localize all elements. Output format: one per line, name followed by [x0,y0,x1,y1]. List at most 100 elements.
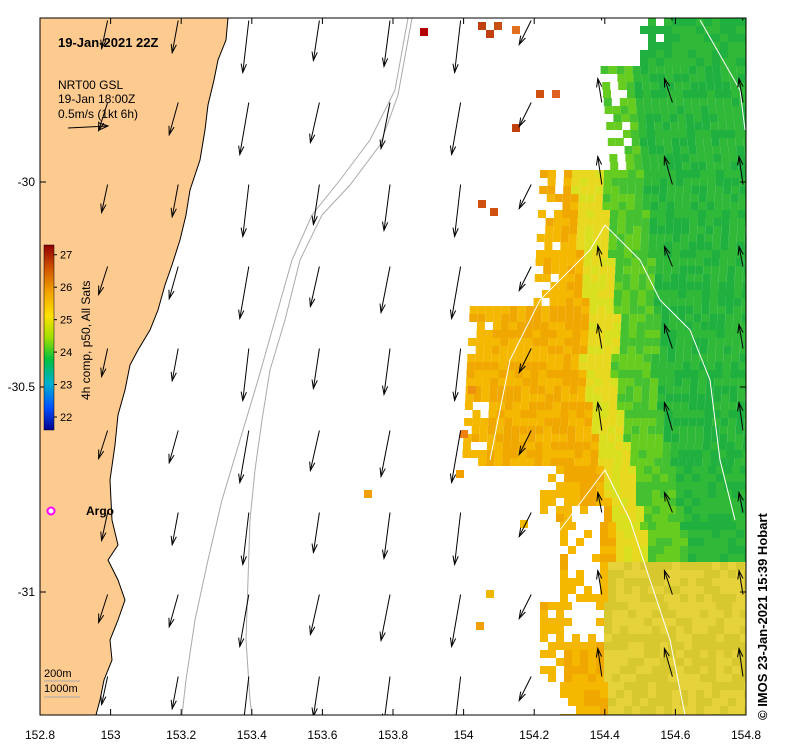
sst-cell [720,410,729,418]
sst-cell [590,290,598,298]
sst-cell [462,442,471,450]
sst-cell [676,626,684,634]
sst-cell [658,202,667,210]
sst-cell [618,362,627,370]
sst-cell [712,698,720,706]
sst-cell [668,474,676,482]
current-arrow [451,266,462,319]
sst-cell [658,162,667,170]
sst-cell [667,186,676,194]
sst-cell [650,378,659,386]
sst-cell [600,586,608,594]
sst-cell [522,370,531,378]
sst-cell [736,66,745,74]
sst-cell [679,426,688,434]
sst-cell [709,298,718,306]
sst-cell [716,618,724,626]
sst-cell [566,282,575,290]
sst-cell [700,618,708,626]
sst-cell [626,210,634,218]
sst-cell [510,450,519,458]
sst-cell [600,242,609,250]
sst-cell [704,562,712,570]
sst-cell [505,386,514,394]
sst-cell [700,602,708,610]
sst-cell [561,226,570,234]
sst-cell [589,314,598,322]
sst-cell [714,202,723,210]
sst-cell [494,22,502,30]
sst-cell [656,546,664,554]
sst-cell [696,690,704,698]
sst-cell [668,322,677,330]
sst-cell [576,578,584,586]
sst-cell [652,466,660,474]
sst-cell [663,258,672,266]
current-arrow [454,512,462,565]
sst-cell [569,218,578,226]
sst-cell [651,178,660,186]
sst-cell [672,546,680,554]
sst-cell [704,250,712,258]
sst-cell [640,570,648,578]
sst-cell [716,658,724,666]
sst-cell [639,434,648,442]
sst-cell [573,314,582,322]
sst-cell [712,50,720,58]
current-arrowhead [452,63,459,75]
sst-cell [641,218,650,226]
sst-cell [640,522,648,530]
sst-cell [532,322,541,330]
sst-cell [600,522,608,530]
sst-cell [728,66,737,74]
sst-cell [539,346,548,354]
sst-cell [478,200,486,208]
sst-cell [572,466,580,474]
sst-cell [613,114,622,122]
sst-cell [604,626,612,634]
sst-cell [712,690,720,698]
sst-cell [616,410,625,418]
sst-cell [547,354,556,362]
sst-cell [724,658,732,666]
sst-cell [688,698,696,706]
sst-cell [718,122,727,130]
sst-cell [716,490,724,498]
sst-cell [483,354,492,362]
sst-cell [688,26,696,34]
sst-cell [723,186,732,194]
sst-cell [546,362,555,370]
sst-cell [668,338,677,346]
sst-cell [643,98,652,106]
sst-cell [697,394,706,402]
sst-cell [674,378,683,386]
sst-cell [708,482,716,490]
sst-cell [731,98,740,106]
sst-cell [652,106,661,114]
sst-cell [651,98,660,106]
sst-cell [632,554,640,562]
sst-cell [676,666,684,674]
sst-cell [724,642,732,650]
sst-cell [648,34,656,42]
sst-cell [664,546,672,554]
sst-cell [704,682,712,690]
sst-cell [552,402,561,410]
sst-cell [618,202,627,210]
sst-cell [688,706,696,714]
sst-cell [728,594,736,602]
sst-cell [688,690,696,698]
sst-cell [582,274,591,282]
sst-cell [486,590,494,598]
sst-cell [716,482,724,490]
sst-cell [701,114,710,122]
sst-cell [662,290,670,298]
sst-cell [494,450,503,458]
sst-cell [626,194,635,202]
sst-cell [590,458,599,466]
sst-cell [696,146,705,154]
sst-cell [700,330,709,338]
sst-cell [716,330,725,338]
sst-cell [736,546,744,554]
sst-cell [740,626,746,634]
